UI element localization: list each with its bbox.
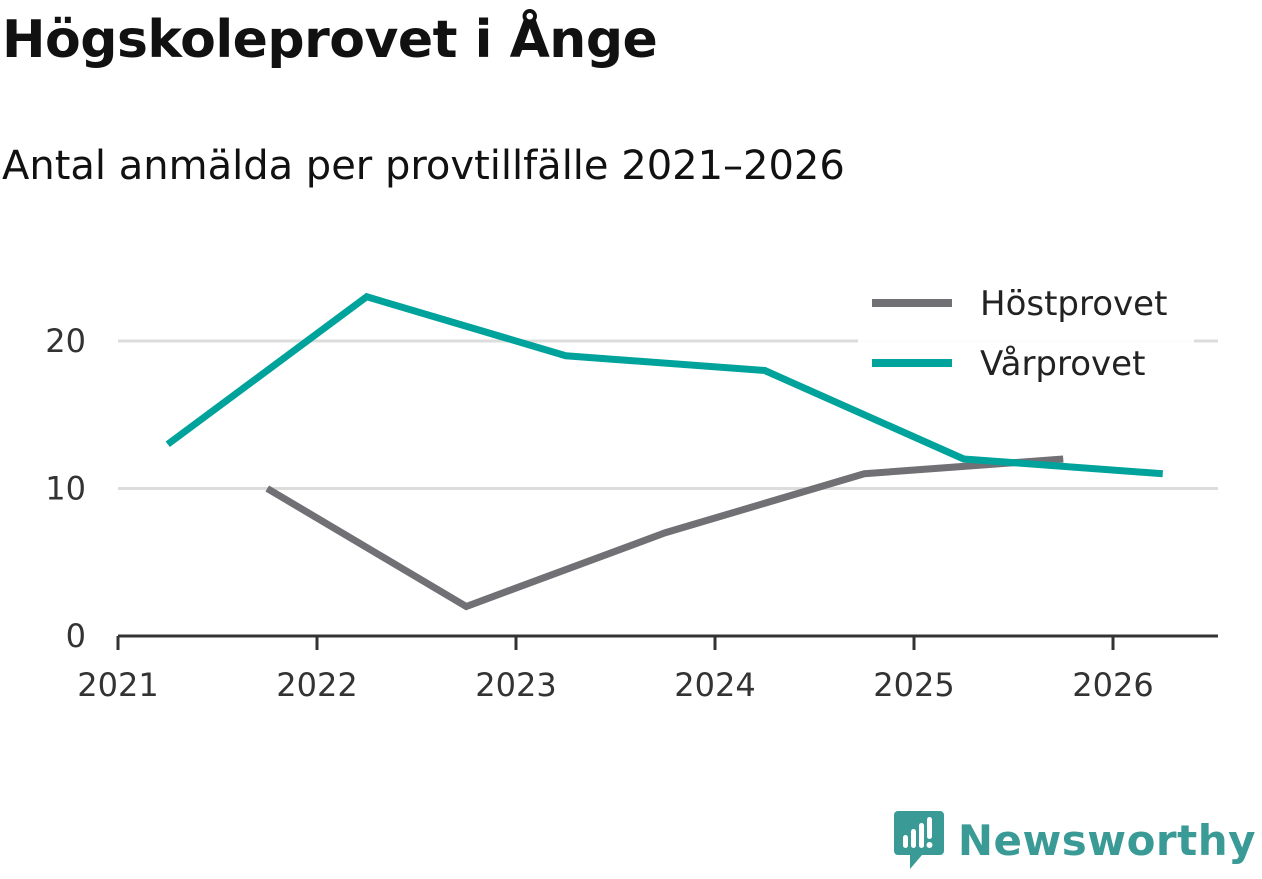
x-tick-label: 2022 bbox=[276, 666, 357, 704]
legend-box bbox=[858, 280, 1194, 392]
x-tick-label: 2023 bbox=[475, 666, 556, 704]
x-tick-label: 2021 bbox=[77, 666, 158, 704]
newsworthy-logo-icon bbox=[893, 811, 944, 869]
y-tick-label: 10 bbox=[45, 470, 86, 508]
x-tick-label: 2026 bbox=[1072, 666, 1153, 704]
legend-label: Vårprovet bbox=[980, 344, 1145, 384]
newsworthy-brand: Newsworthy bbox=[893, 811, 1256, 869]
chart-subtitle: Antal anmälda per provtillfälle 2021–202… bbox=[2, 143, 845, 189]
series-line-1 bbox=[165, 292, 1164, 478]
chart-title: Högskoleprovet i Ånge bbox=[2, 10, 658, 70]
y-tick-label: 0 bbox=[66, 617, 86, 655]
x-tick-label: 2024 bbox=[674, 666, 755, 704]
y-tick-label: 20 bbox=[45, 322, 86, 360]
legend-label: Höstprovet bbox=[980, 284, 1167, 324]
brand-name: Newsworthy bbox=[957, 815, 1256, 865]
x-tick-label: 2025 bbox=[873, 666, 954, 704]
